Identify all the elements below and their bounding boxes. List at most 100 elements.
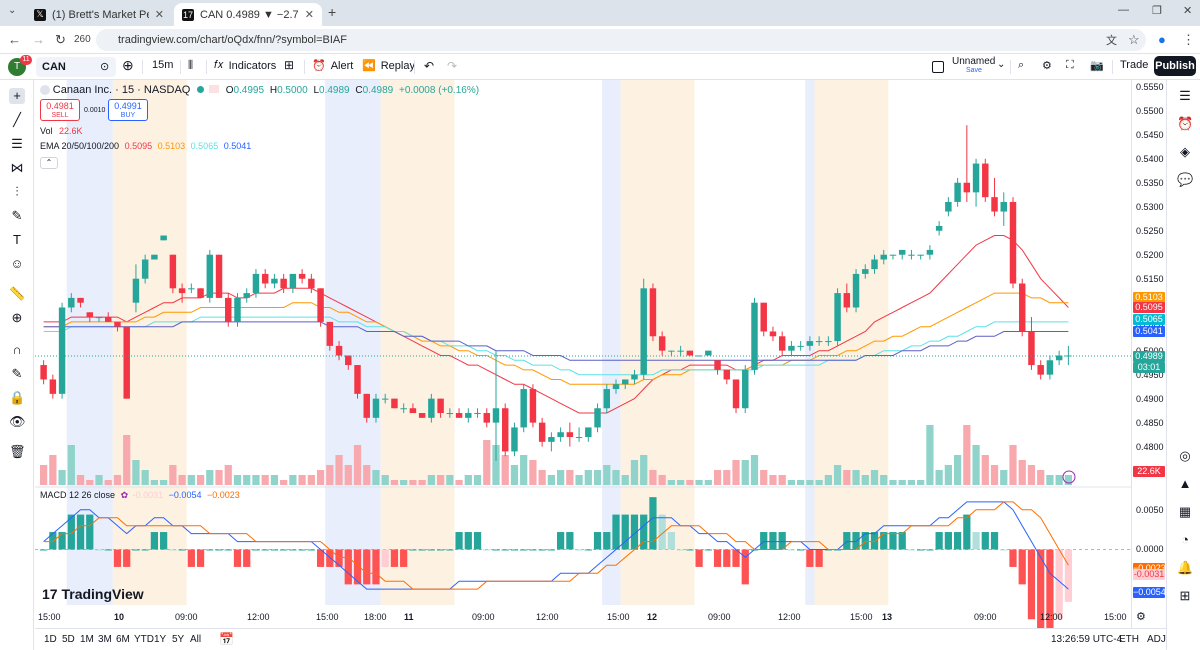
browser-tab-x[interactable]: 𝕏 (1) Brett's Market Perspective (@ ✕ (26, 3, 172, 26)
brush-icon[interactable]: ✎ (11, 208, 23, 223)
redo-icon[interactable]: ↷ (447, 59, 458, 73)
ideas-icon[interactable]: ▲ (1178, 476, 1192, 491)
volume-legend[interactable]: Vol 22.6K (40, 126, 83, 136)
layout-dropdown-icon[interactable]: ⌄ (997, 59, 1006, 70)
macd-line-value: −0.0054 (168, 490, 202, 500)
trend-line-icon[interactable]: ╱ (13, 112, 21, 127)
volume-bar (972, 445, 980, 485)
range-button-all[interactable]: All (190, 634, 202, 645)
trash-icon[interactable]: 🗑 (9, 444, 26, 459)
tab-list-icon[interactable]: ⌄ (8, 5, 17, 16)
bookmark-star-icon[interactable]: ☆ (1128, 32, 1140, 47)
price-tick: 0.5400 (1136, 153, 1164, 164)
macd-settings-icon[interactable]: ✿ (120, 490, 129, 500)
date-range-icon[interactable]: 📅 (219, 632, 234, 646)
lock-drawing-icon[interactable]: ✎ (11, 366, 23, 381)
watchlist-icon[interactable]: ☰ (1179, 88, 1191, 103)
browser-menu-icon[interactable]: ⋮ (1182, 32, 1195, 47)
time-tick: 09:00 (708, 612, 731, 622)
volume-bar (907, 480, 916, 485)
buy-button[interactable]: 0.4991 BUY (108, 99, 148, 121)
flag-icon[interactable] (208, 85, 219, 93)
macd-histogram-bar (723, 549, 731, 567)
undo-icon[interactable]: ↶ (424, 59, 435, 73)
settings-gear-icon[interactable]: ⚙ (1042, 60, 1052, 72)
magnet-icon[interactable]: ∩ (12, 342, 22, 357)
minimize-icon[interactable]: — (1118, 4, 1129, 16)
new-tab-icon[interactable]: + (328, 4, 337, 20)
fib-retracement-icon[interactable]: ☰ (11, 136, 23, 151)
layout-icon[interactable] (932, 61, 944, 73)
symbol-search[interactable]: CAN ⊙ (36, 57, 116, 77)
browser-tab-tradingview[interactable]: 17 CAN 0.4989 ▼ −2.73% Unname ✕ (174, 3, 322, 26)
volume-bar (880, 475, 888, 485)
fullscreen-icon[interactable]: ⛶ (1066, 59, 1074, 71)
session-toggle[interactable]: ETH (1119, 634, 1139, 645)
clock-time[interactable]: 13:26:59 UTC-4 (1051, 634, 1123, 645)
lock-icon[interactable]: 🔒 (9, 390, 26, 405)
ema-legend[interactable]: EMA 20/50/100/200 0.5095 0.5103 0.5065 0… (40, 141, 251, 151)
compare-add-icon[interactable]: ⊕ (122, 57, 134, 73)
adjust-toggle[interactable]: ADJ (1147, 634, 1166, 645)
layers-icon[interactable]: ◈ (1180, 144, 1190, 159)
layout-name[interactable]: Unnamed (952, 56, 996, 67)
publish-button[interactable]: Publish (1154, 56, 1196, 76)
forecast-icon[interactable]: ⫶ (15, 184, 19, 199)
forward-icon[interactable]: → (32, 32, 45, 47)
range-button-6m[interactable]: 6M (116, 634, 130, 645)
range-button-1d[interactable]: 1D (44, 634, 57, 645)
crosshair-icon[interactable]: + (9, 88, 25, 104)
range-button-5d[interactable]: 5D (62, 634, 75, 645)
pattern-icon[interactable]: ⋈ (10, 160, 24, 175)
macd-histogram-bar (150, 532, 159, 550)
replay-button[interactable]: ⏪ Replay (362, 59, 415, 73)
profile-icon[interactable]: ● (1158, 32, 1166, 47)
axis-settings-icon[interactable]: ⚙ (1136, 611, 1146, 623)
ruler-icon[interactable]: 📏 (9, 286, 26, 301)
broadcast-icon[interactable]: ◔ (1181, 532, 1189, 547)
macd-histogram-bar (806, 549, 814, 567)
url-input[interactable]: tradingview.com/chart/oQdx/fnn/?symbol=B… (96, 29, 1146, 51)
close-tab-icon[interactable]: ✕ (304, 9, 314, 21)
range-button-3m[interactable]: 3M (98, 634, 112, 645)
collapse-legend-icon[interactable]: ⌃ (40, 157, 58, 169)
alert-button[interactable]: ⏰ Alert (312, 59, 353, 73)
range-button-1y[interactable]: 1Y (154, 634, 167, 645)
candle-type-icon[interactable]: ⫴ (188, 58, 194, 72)
candle-body (705, 350, 712, 356)
price-axis[interactable]: 0.5550 0.5500 0.5450 0.5400 0.5350 0.5300 0.52… (1131, 80, 1166, 628)
back-icon[interactable]: ← (8, 32, 21, 47)
close-tab-icon[interactable]: ✕ (154, 9, 164, 21)
notifications-icon[interactable]: 🔔 (1177, 560, 1194, 575)
help-icon[interactable]: ⊞ (1179, 588, 1191, 603)
templates-icon[interactable]: ⊞ (284, 58, 295, 72)
range-button-1m[interactable]: 1M (80, 634, 94, 645)
alerts-clock-icon[interactable]: ⏰ (1177, 116, 1194, 131)
target-icon[interactable]: ◎ (1179, 448, 1191, 463)
camera-icon[interactable]: 📷 (1090, 60, 1104, 72)
text-icon[interactable]: T (13, 232, 21, 247)
layout-save-status[interactable]: Save (966, 67, 982, 74)
interval-button[interactable]: 15m (152, 59, 174, 71)
zoom-in-icon[interactable]: ⊕ (11, 310, 23, 325)
chart-canvas[interactable] (35, 80, 1131, 637)
indicators-button[interactable]: 𝑓𝑥 Indicators (214, 59, 276, 72)
eye-icon[interactable]: 👁 (9, 414, 26, 429)
translate-icon[interactable]: 文 (1106, 35, 1117, 47)
time-tick: 15:00 (1104, 612, 1127, 622)
reload-icon[interactable]: ↻ (55, 32, 66, 47)
calendar-icon[interactable]: ▦ (1178, 504, 1192, 519)
range-button-ytd[interactable]: YTD (134, 634, 154, 645)
restore-icon[interactable]: ❐ (1152, 5, 1162, 17)
zoom-indicator[interactable]: 260 (74, 34, 91, 45)
trade-button[interactable]: Trade (1120, 59, 1149, 71)
macd-legend[interactable]: MACD 12 26 close ✿ -0.0031 −0.0054 −0.00… (40, 490, 240, 501)
sell-button[interactable]: 0.4981 SELL (40, 99, 80, 121)
quick-search-icon[interactable]: ⌕ (1018, 59, 1025, 71)
chart-pane[interactable] (35, 80, 1131, 637)
candle-body (197, 288, 204, 298)
chat-icon[interactable]: 💬 (1177, 172, 1194, 187)
range-button-5y[interactable]: 5Y (172, 634, 185, 645)
emoji-icon[interactable]: ☺ (10, 256, 24, 271)
close-window-icon[interactable]: ✕ (1183, 5, 1193, 17)
